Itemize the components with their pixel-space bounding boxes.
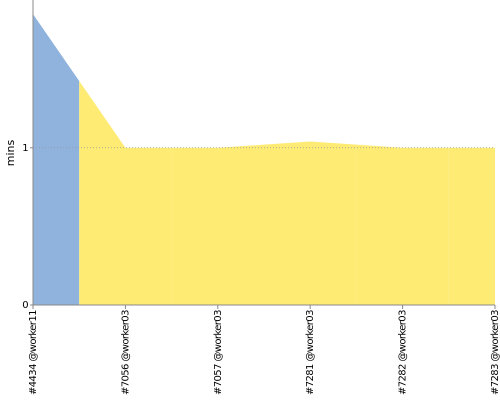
y-tick-label: 1 xyxy=(22,143,28,154)
area-segment xyxy=(356,144,449,305)
x-tick-label: #7281 @worker03 xyxy=(305,310,316,395)
x-tick-label: #7283 @worker03 xyxy=(490,310,500,395)
y-tick-label: 0 xyxy=(22,300,28,311)
x-tick-label: #4434 @worker11 xyxy=(28,310,39,395)
x-tick-label: #7056 @worker03 xyxy=(120,310,131,395)
area-segment xyxy=(79,80,172,305)
area-segment xyxy=(171,144,264,305)
area-segment xyxy=(448,147,495,305)
x-tick-label: #7282 @worker03 xyxy=(398,310,409,395)
area-segment xyxy=(33,14,80,306)
y-axis-label: mins xyxy=(4,139,17,166)
area-segment xyxy=(264,141,357,305)
x-tick-label: #7057 @worker03 xyxy=(213,310,224,395)
